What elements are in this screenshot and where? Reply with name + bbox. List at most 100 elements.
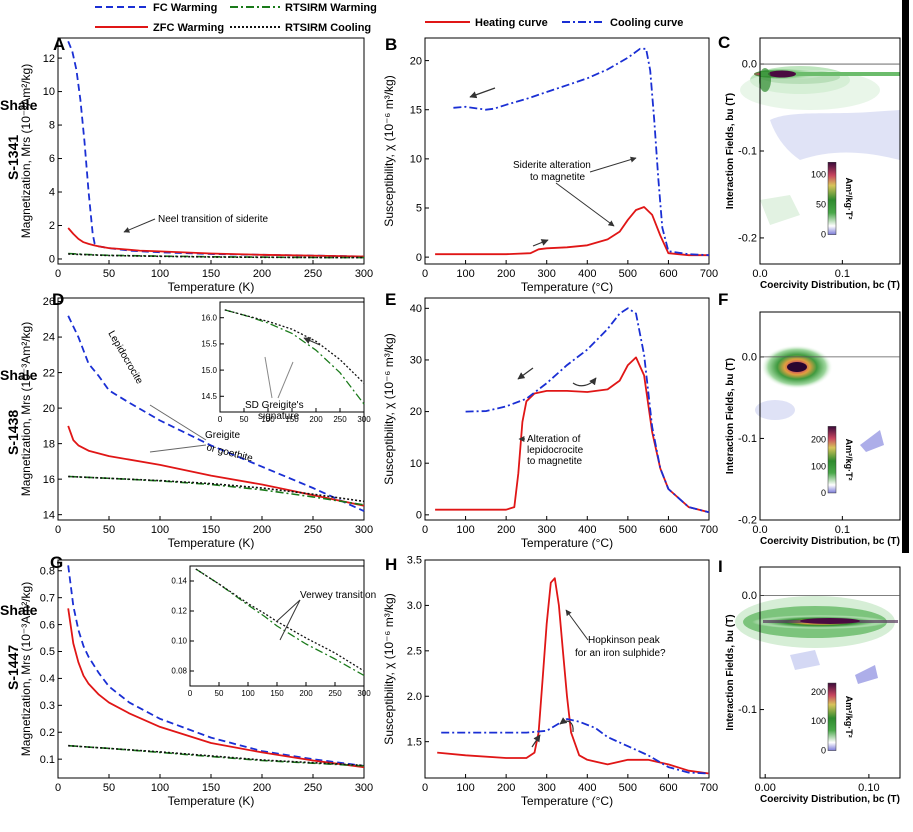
panel-letter-a: A (53, 35, 65, 54)
x-tick-label: 0 (55, 782, 61, 794)
y-tick-label: 2.5 (407, 646, 422, 658)
y-tick-label: 0.0 (742, 59, 757, 71)
y-tick-label: 0.0 (742, 590, 757, 602)
row-label-line2: S-1341 (5, 135, 21, 180)
colorbar-tick-label: 100 (811, 169, 826, 179)
x-tick-label: 100 (456, 268, 474, 280)
colorbar-tick-label: 50 (816, 199, 826, 209)
series-heat (435, 206, 709, 257)
x-tick-label: 500 (619, 524, 637, 536)
row-label-line1: Shale (0, 602, 38, 618)
x-tick-label: 300 (357, 415, 371, 424)
y-tick-label: 16 (43, 474, 55, 486)
y-tick-label: 40 (410, 303, 422, 315)
y-tick-label: 0.3 (40, 700, 55, 712)
x-tick-label: 0.0 (752, 524, 767, 536)
x-tick-label: 50 (103, 268, 115, 280)
x-tick-label: 100 (151, 524, 169, 536)
series-fc (67, 565, 365, 767)
series-rtc (68, 744, 365, 767)
x-tick-label: 200 (253, 268, 271, 280)
y-tick-label: 16.0 (201, 313, 217, 322)
x-axis-label: Coercivity Distribution, bc (T) (760, 280, 900, 291)
chart-b: 0 100 200 300 400 500 600 700 0 5 10 15 20 Temperatur… (382, 37, 718, 294)
annotation-greigite-2: or goethite (205, 442, 254, 464)
plot-frame (759, 311, 901, 521)
y-axis-label: Susceptibility, χ (10⁻⁶ m³/kg) (382, 333, 396, 484)
heatmap-f-fill (755, 345, 884, 452)
annotation-siderite-1: Siderite alteration (513, 160, 591, 171)
y-tick-label: 10 (410, 154, 422, 166)
x-tick-label: 600 (659, 524, 677, 536)
y-tick-label: -0.1 (738, 704, 757, 716)
series-heat (437, 577, 710, 775)
plot-frame (424, 297, 710, 521)
annotation-neel-arrow (123, 218, 156, 233)
y-tick-label: -0.1 (738, 433, 757, 445)
legend-cool-label: Cooling curve (610, 17, 683, 29)
series-rtw (224, 309, 365, 405)
annotation-sd-arrow2 (277, 361, 294, 399)
chart-a: 0 50 100 150 200 250 300 0 2 4 6 8 10 12 Temperature (… (19, 37, 373, 294)
annotation-siderite-2: to magnetite (530, 172, 585, 183)
x-tick-label: 0.0 (752, 268, 767, 280)
legend-heat-label: Heating curve (475, 17, 548, 29)
series-cool (441, 718, 710, 775)
y-axis-label: Susceptibility, χ (10⁻⁶ m³/kg) (382, 593, 396, 744)
x-tick-label: 300 (538, 524, 556, 536)
x-tick-label: 400 (578, 524, 596, 536)
y-tick-label: 5 (416, 203, 422, 215)
series-rtc (68, 253, 365, 259)
chart-c: 0.0 0.1 0.0 -0.1 -0.2 Coercivity Distribution… (725, 37, 901, 291)
colorbar-tick-label: 100 (811, 461, 826, 471)
colorbar-tick-label: 100 (811, 716, 826, 726)
x-tick-label: 600 (659, 782, 677, 794)
chart-e: 0 100 200 300 400 500 600 700 0 10 20 30 40 Temperatu… (382, 297, 718, 550)
x-tick-label: 300 (538, 782, 556, 794)
x-tick-label: 100 (261, 415, 275, 424)
y-axis-label: Magnetization, Mrs (10⁻³Am²/kg) (19, 64, 33, 238)
colorbar-label: Am²/kg·T² (844, 439, 854, 481)
chart-h: 0 100 200 300 400 500 600 700 1.5 2.0 2.5 3.0 3.5 Tem… (382, 555, 718, 808)
y-tick-label: 26 (43, 296, 55, 308)
y-tick-label: 2.0 (407, 691, 422, 703)
annotation-greigite-1: Greigite (205, 430, 240, 441)
y-tick-label: 0.2 (40, 727, 55, 739)
annotation-greigite-arrow1 (149, 404, 207, 441)
annotation-lepido: Lepidocrocite (105, 329, 144, 386)
right-border-bar (902, 0, 909, 553)
y-tick-label: 0.8 (40, 565, 55, 577)
legend-zfc-label: ZFC Warming (153, 22, 224, 34)
x-tick-label: 0.1 (835, 524, 850, 536)
y-tick-label: 0.4 (40, 673, 55, 685)
row-label-s1447: Shale S-1447 (0, 602, 38, 690)
x-tick-label: 100 (456, 524, 474, 536)
y-tick-label: 30 (410, 355, 422, 367)
series-zfc (67, 608, 365, 769)
x-tick-label: 50 (103, 782, 115, 794)
x-tick-label: 200 (253, 782, 271, 794)
x-tick-label: 200 (309, 415, 323, 424)
annotation-alteration-2: lepidocrocite (527, 445, 584, 456)
colorbar-tick-label: 200 (811, 435, 826, 445)
y-tick-label: 6 (49, 153, 55, 165)
colorbar (827, 162, 837, 235)
x-tick-label: 0 (218, 415, 223, 424)
y-tick-label: 0.08 (171, 667, 187, 676)
x-tick-label: 50 (103, 524, 115, 536)
series-rtc (224, 309, 365, 384)
x-tick-label: 300 (355, 782, 373, 794)
y-tick-label: 12 (43, 53, 55, 65)
heatmap-i-fill (735, 596, 898, 684)
x-tick-label: 100 (151, 268, 169, 280)
plot-frame (424, 37, 710, 265)
x-tick-label: 250 (328, 689, 342, 698)
series-zfc (67, 425, 365, 507)
y-tick-label: 3.0 (407, 600, 422, 612)
legend-rtc-label: RTSIRM Cooling (285, 22, 371, 34)
y-tick-label: 0.7 (40, 592, 55, 604)
x-axis-label: Temperature (K) (168, 794, 255, 808)
